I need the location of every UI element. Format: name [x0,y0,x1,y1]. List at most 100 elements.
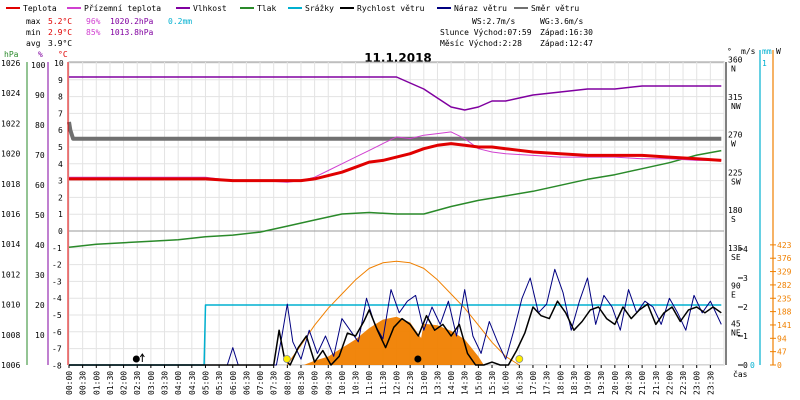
x-tick-label: 05:30 [215,371,224,395]
wind-wg-text: WG:3.6m/s [540,17,584,26]
x-tick-label: 08:30 [297,371,306,395]
x-tick-label: 21:30 [652,371,661,395]
x-tick-label: 15:30 [488,371,497,395]
sun-set-marker [515,355,524,363]
stat-avg-label: avg [26,39,41,48]
pressure-tick-label: 1008 [1,331,20,340]
temperature-tick-label: 0 [58,227,63,236]
humidity-tick-label: 30 [35,271,45,280]
x-tick-label: 10:30 [352,371,361,395]
x-tick-label: 12:00 [393,371,402,395]
humidity-tick-label: 50 [35,211,45,220]
temperature-tick-label: -8 [52,361,62,370]
humidity-tick-label: 100 [31,61,46,70]
stat-max-press: 1020.2hPa [110,17,154,26]
pressure-tick-label: 1012 [1,270,20,279]
legend-label-2: Vlhkost [193,4,227,13]
solar-tick-label: 94 [777,334,787,343]
direction-tick-label: 270 [728,131,743,140]
solar-tick-label: 423 [777,241,792,250]
wind-speed-line [69,300,722,366]
x-tick-label: 19:00 [584,371,593,395]
solar-axis-unit: W [776,47,781,56]
x-tick-label: 17:30 [543,371,552,395]
temperature-tick-label: 3 [58,177,63,186]
x-tick-label: 02:30 [133,371,142,395]
rain-axis-unit: mm [762,47,772,56]
direction-tick-label: 135 [728,244,743,253]
stat-max-hum: 96% [86,17,101,26]
x-tick-label: 03:00 [147,371,156,395]
wind-axis-unit: m/s [741,47,756,56]
humidity-tick-label: 40 [35,241,45,250]
x-tick-label: 22:30 [679,371,688,395]
legend-label-1: Přízemní teplota [84,4,161,13]
stat-min-hum: 85% [86,28,101,37]
x-tick-label: 06:30 [242,371,251,395]
solar-theoretical-line [286,260,520,366]
x-tick-label: 18:30 [570,371,579,395]
x-tick-label: 09:30 [324,371,333,395]
humidity-tick-label: 90 [35,91,45,100]
x-tick-label: 20:30 [624,371,633,395]
direction-tick-label: 360 [728,55,743,64]
x-tick-label: 08:00 [283,371,292,395]
wind-tick-label: 0 [743,361,748,370]
temperature-tick-label: 4 [58,160,63,169]
temperature-tick-label: -2 [52,261,62,270]
moon-rise-text: Měsíc Východ:2:28 [440,39,522,48]
direction-axis-unit: ° [727,47,732,56]
humidity-tick-label: 20 [35,301,45,310]
x-tick-label: 07:00 [256,371,265,395]
temperature-tick-label: 5 [58,143,63,152]
x-tick-label: 13:30 [433,371,442,395]
rain-tick-label: 0 [750,361,755,370]
x-tick-label: 23:30 [706,371,715,395]
legend-label-5: Rychlost větru [357,4,425,13]
x-axis-label: čas [733,369,748,379]
pressure-tick-label: 1010 [1,301,20,310]
direction-tick-label: 45 [731,319,741,328]
temperature-tick-label: 6 [58,126,63,135]
direction-tick-label: 90 [731,282,741,291]
direction-tick-label: 180 [728,206,743,215]
x-tick-label: 20:00 [611,371,620,395]
solar-radiation-area [69,316,722,365]
x-tick-label: 06:00 [229,371,238,395]
moon-rise-arrowhead [139,353,145,358]
x-tick-label: 01:00 [92,371,101,395]
stat-min-label: min [26,28,41,37]
stat-avg-temp: 3.9°C [48,39,72,48]
temperature-tick-label: -1 [52,244,62,253]
x-tick-label: 03:30 [161,371,170,395]
direction-tick-name: N [731,64,736,73]
legend-label-6: Náraz větru [454,4,507,13]
temperature-tick-label: 7 [58,109,63,118]
temperature-tick-label: -3 [52,277,62,286]
temperature-tick-label: 10 [54,59,64,68]
direction-tick-name: NE [731,328,741,337]
wind-tick-label: 1 [743,332,748,341]
temperature-tick-label: 9 [58,76,63,85]
x-tick-label: 04:30 [188,371,197,395]
pressure-tick-label: 1014 [1,240,20,249]
x-tick-label: 14:30 [461,371,470,395]
x-tick-label: 17:00 [529,371,538,395]
pressure-tick-label: 1024 [1,89,20,98]
x-tick-label: 07:30 [270,371,279,395]
x-tick-label: 00:30 [79,371,88,395]
moon-rise-marker [132,355,140,363]
x-tick-label: 14:00 [447,371,456,395]
legend: Teplota Přízemní teplota Vlhkost Tlak Srážky… [6,4,579,13]
pressure-tick-label: 1018 [1,180,20,189]
direction-tick-label: 315 [728,93,743,102]
x-tick-label: 00:00 [65,371,74,395]
x-tick-label: 18:00 [556,371,565,395]
sun-rise-marker [282,355,291,363]
solar-tick-label: 282 [777,281,792,290]
rain-tick-label: 1 [762,59,767,68]
direction-tick-name: S [731,215,736,224]
plot-area [67,61,725,366]
wind-tick-label: 4 [743,245,748,254]
